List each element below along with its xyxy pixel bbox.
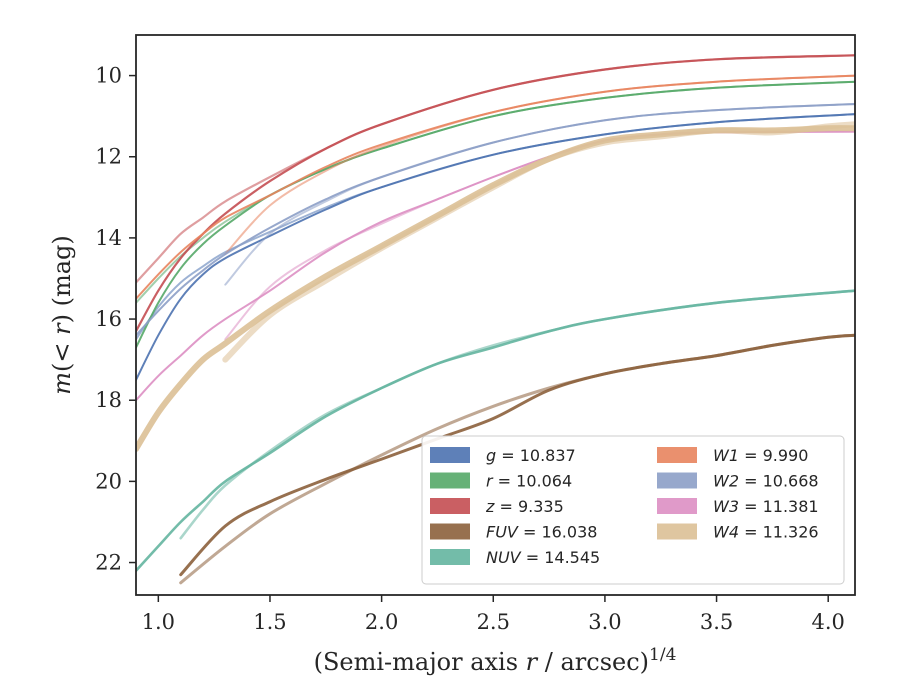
- legend-label-g: g = 10.837: [486, 446, 576, 465]
- legend-box: [421, 435, 845, 585]
- x-tick-label: 3.5: [700, 610, 733, 634]
- x-tick-label: 4.0: [812, 610, 845, 634]
- x-tick-label: 1.0: [142, 610, 175, 634]
- series-line-r: [136, 80, 855, 349]
- series-line-w4: [136, 125, 855, 452]
- x-tick-label: 3.0: [588, 610, 621, 634]
- plot-frame: [135, 34, 856, 596]
- series-line-fuv: [179, 333, 855, 577]
- legend-label-r: r = 10.064: [486, 472, 572, 491]
- legend-label-nuv: NUV = 14.545: [486, 548, 600, 567]
- legend-swatch-w3: [657, 498, 697, 514]
- series-w2: [136, 103, 855, 337]
- series-r: [136, 80, 855, 349]
- legend-label-w2: W2 = 10.668: [713, 472, 819, 491]
- legend-label-fuv: FUV = 16.038: [486, 523, 597, 542]
- axis-ticks: 1.0 1.5 2.0 2.5 3.0 3.5 4.0 10 12 14 16 18 20 22: [95, 64, 845, 634]
- series-line-g: [136, 113, 855, 381]
- legend-label-w4: W4 = 11.326: [713, 523, 819, 542]
- y-tick-label: 16: [95, 307, 122, 331]
- series-g: [136, 113, 855, 381]
- y-tick-label: 22: [95, 551, 122, 575]
- legend-swatch-nuv: [430, 549, 470, 565]
- y-tick-label: 12: [95, 145, 122, 169]
- series-fuv: [179, 333, 855, 585]
- legend: g = 10.837 r = 10.064 z = 9.335 FUV = 16.03…: [421, 435, 845, 585]
- legend-swatch-fuv: [430, 523, 470, 540]
- legend-swatch-r: [430, 472, 470, 489]
- x-tick-label: 1.5: [253, 610, 286, 634]
- series-w1: [136, 74, 855, 300]
- y-tick-label: 10: [95, 64, 122, 88]
- legend-label-w1: W1 = 9.990: [713, 446, 808, 465]
- x-tick-label: 2.5: [477, 610, 510, 634]
- legend-swatch-w1: [657, 447, 697, 463]
- series-nuv: [136, 289, 855, 572]
- legend-label-w3: W3 = 11.381: [713, 497, 819, 516]
- legend-swatch-z: [430, 498, 470, 514]
- legend-swatch-w2: [657, 472, 697, 489]
- series-w4: [136, 121, 855, 452]
- legend-swatch-g: [430, 447, 470, 463]
- x-axis-label: (Semi-major axis r / arcsec)1/4: [314, 645, 677, 676]
- y-tick-label: 18: [95, 388, 122, 412]
- legend-swatch-w4: [657, 523, 697, 540]
- series-z: [136, 54, 855, 333]
- y-tick-label: 14: [95, 226, 122, 250]
- series-line-w2: [136, 103, 855, 337]
- y-tick-label: 20: [95, 469, 122, 493]
- y-axis-label: m(< r) (mag): [48, 235, 76, 395]
- series-line-z: [136, 54, 855, 333]
- x-tick-label: 2.0: [365, 610, 398, 634]
- series-line-w1: [136, 74, 855, 300]
- series-layer: [136, 54, 855, 585]
- legend-label-z: z = 9.335: [485, 497, 564, 516]
- series-line-nuv: [136, 289, 855, 572]
